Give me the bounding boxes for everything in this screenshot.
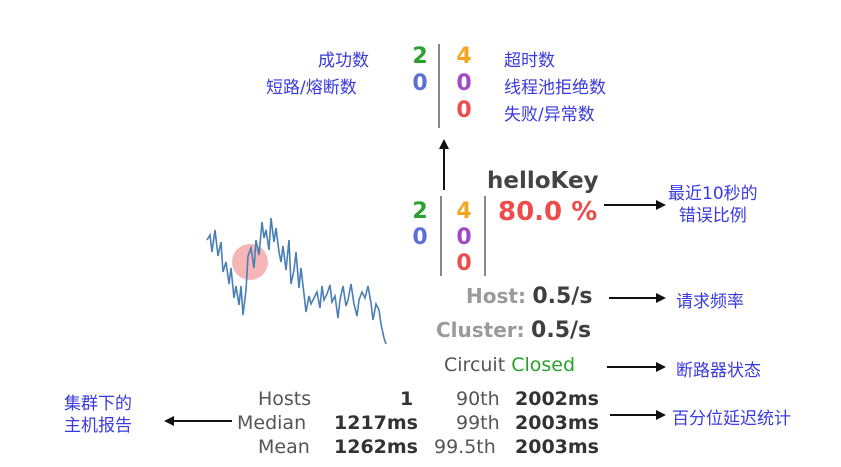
- p995-value: 2003ms: [515, 436, 599, 458]
- top-failure-number: 0: [456, 98, 472, 123]
- panel-timeout-number: 4: [456, 199, 472, 224]
- panel-success-number: 2: [412, 199, 428, 224]
- error-percentage: 80.0 %: [498, 197, 598, 227]
- host-rate: 0.5/s: [532, 284, 593, 309]
- annotation-request-rate: 请求频率: [676, 292, 744, 312]
- panel-failure-number: 0: [456, 251, 472, 276]
- p995-label: 99.5th: [434, 436, 496, 458]
- p90-label: 90th: [456, 388, 500, 410]
- annotation-percentile-stats: 百分位延迟统计: [672, 409, 791, 429]
- host-label: Host:: [466, 284, 526, 308]
- cluster-label: Cluster:: [436, 318, 525, 342]
- label-timeout-count: 超时数: [504, 51, 555, 71]
- label-failure-count: 失败/异常数: [504, 105, 595, 125]
- panel-divider-right: [484, 196, 486, 276]
- circuit-name: helloKey: [487, 168, 599, 194]
- top-timeout-number: 4: [456, 44, 472, 69]
- top-success-number: 2: [412, 44, 428, 69]
- mean-label: Mean: [258, 436, 310, 458]
- median-label: Median: [237, 412, 307, 434]
- panel-short-circuit-number: 0: [412, 225, 428, 250]
- annotation-cluster-report: 集群下的 主机报告: [64, 394, 132, 436]
- annotation-error-percentage: 最近10秒的 错误比例: [668, 184, 758, 226]
- label-rejected-count: 线程池拒绝数: [504, 78, 606, 98]
- panel-divider-left: [440, 196, 442, 276]
- hosts-value: 1: [400, 388, 414, 410]
- label-short-circuit-count: 短路/熔断数: [266, 78, 357, 98]
- mean-value: 1262ms: [334, 436, 418, 458]
- annotation-breaker-state: 断路器状态: [676, 361, 761, 381]
- hosts-label: Hosts: [258, 388, 312, 410]
- label-success-count: 成功数: [318, 51, 369, 71]
- traffic-sparkline: [206, 217, 387, 345]
- p99-value: 2003ms: [515, 412, 599, 434]
- p90-value: 2002ms: [515, 388, 599, 410]
- top-rejected-number: 0: [456, 71, 472, 96]
- circuit-label: Circuit: [444, 354, 506, 376]
- top-short-circuit-number: 0: [412, 71, 428, 96]
- circuit-status: Closed: [511, 354, 576, 376]
- p99-label: 99th: [456, 412, 500, 434]
- panel-rejected-number: 0: [456, 225, 472, 250]
- top-divider: [438, 44, 440, 128]
- median-value: 1217ms: [334, 412, 418, 434]
- cluster-rate: 0.5/s: [531, 318, 592, 343]
